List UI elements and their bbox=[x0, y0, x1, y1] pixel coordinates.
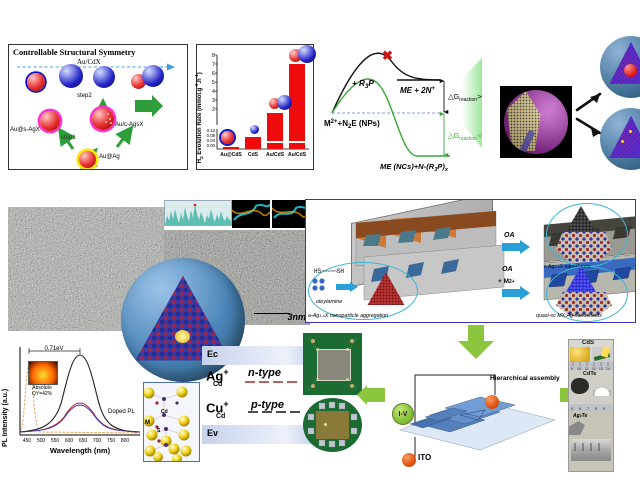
svg-text:M2++N2E (NPs): M2++N2E (NPs) bbox=[324, 119, 380, 130]
svg-text:ME (NCs)+N-(R3P)x: ME (NCs)+N-(R3P)x bbox=[380, 162, 449, 173]
svg-text:2: 2 bbox=[212, 107, 215, 113]
svg-text:3: 3 bbox=[212, 98, 215, 104]
svg-text:500: 500 bbox=[37, 438, 46, 444]
svg-text:Wavelength (nm): Wavelength (nm) bbox=[50, 446, 111, 455]
svg-text:0.00: 0.00 bbox=[207, 143, 216, 148]
svg-text:Au/CdS: Au/CdS bbox=[288, 152, 307, 158]
svg-text:6: 6 bbox=[212, 71, 215, 77]
svg-text:650: 650 bbox=[79, 438, 88, 444]
svg-text:✖: ✖ bbox=[382, 48, 393, 63]
svg-text:550: 550 bbox=[51, 438, 60, 444]
svg-text:Au@CdS: Au@CdS bbox=[220, 152, 242, 158]
svg-text:800: 800 bbox=[121, 438, 130, 444]
svg-text:CdS: CdS bbox=[248, 152, 259, 158]
svg-text:ME + 2N+: ME + 2N+ bbox=[400, 86, 435, 95]
svg-text:600: 600 bbox=[65, 438, 74, 444]
svg-text:Au/CdS: Au/CdS bbox=[266, 152, 285, 158]
svg-text:+ R3P: + R3P bbox=[352, 79, 374, 90]
svg-text:750: 750 bbox=[107, 438, 116, 444]
svg-text:0.71eV: 0.71eV bbox=[44, 346, 63, 352]
svg-text:8: 8 bbox=[212, 53, 215, 59]
svg-text:Doped PL: Doped PL bbox=[108, 409, 135, 415]
svg-text:7: 7 bbox=[212, 62, 215, 68]
svg-text:450: 450 bbox=[23, 438, 32, 444]
svg-text:700: 700 bbox=[93, 438, 102, 444]
svg-text:5: 5 bbox=[212, 80, 215, 86]
svg-text:4: 4 bbox=[212, 89, 215, 95]
